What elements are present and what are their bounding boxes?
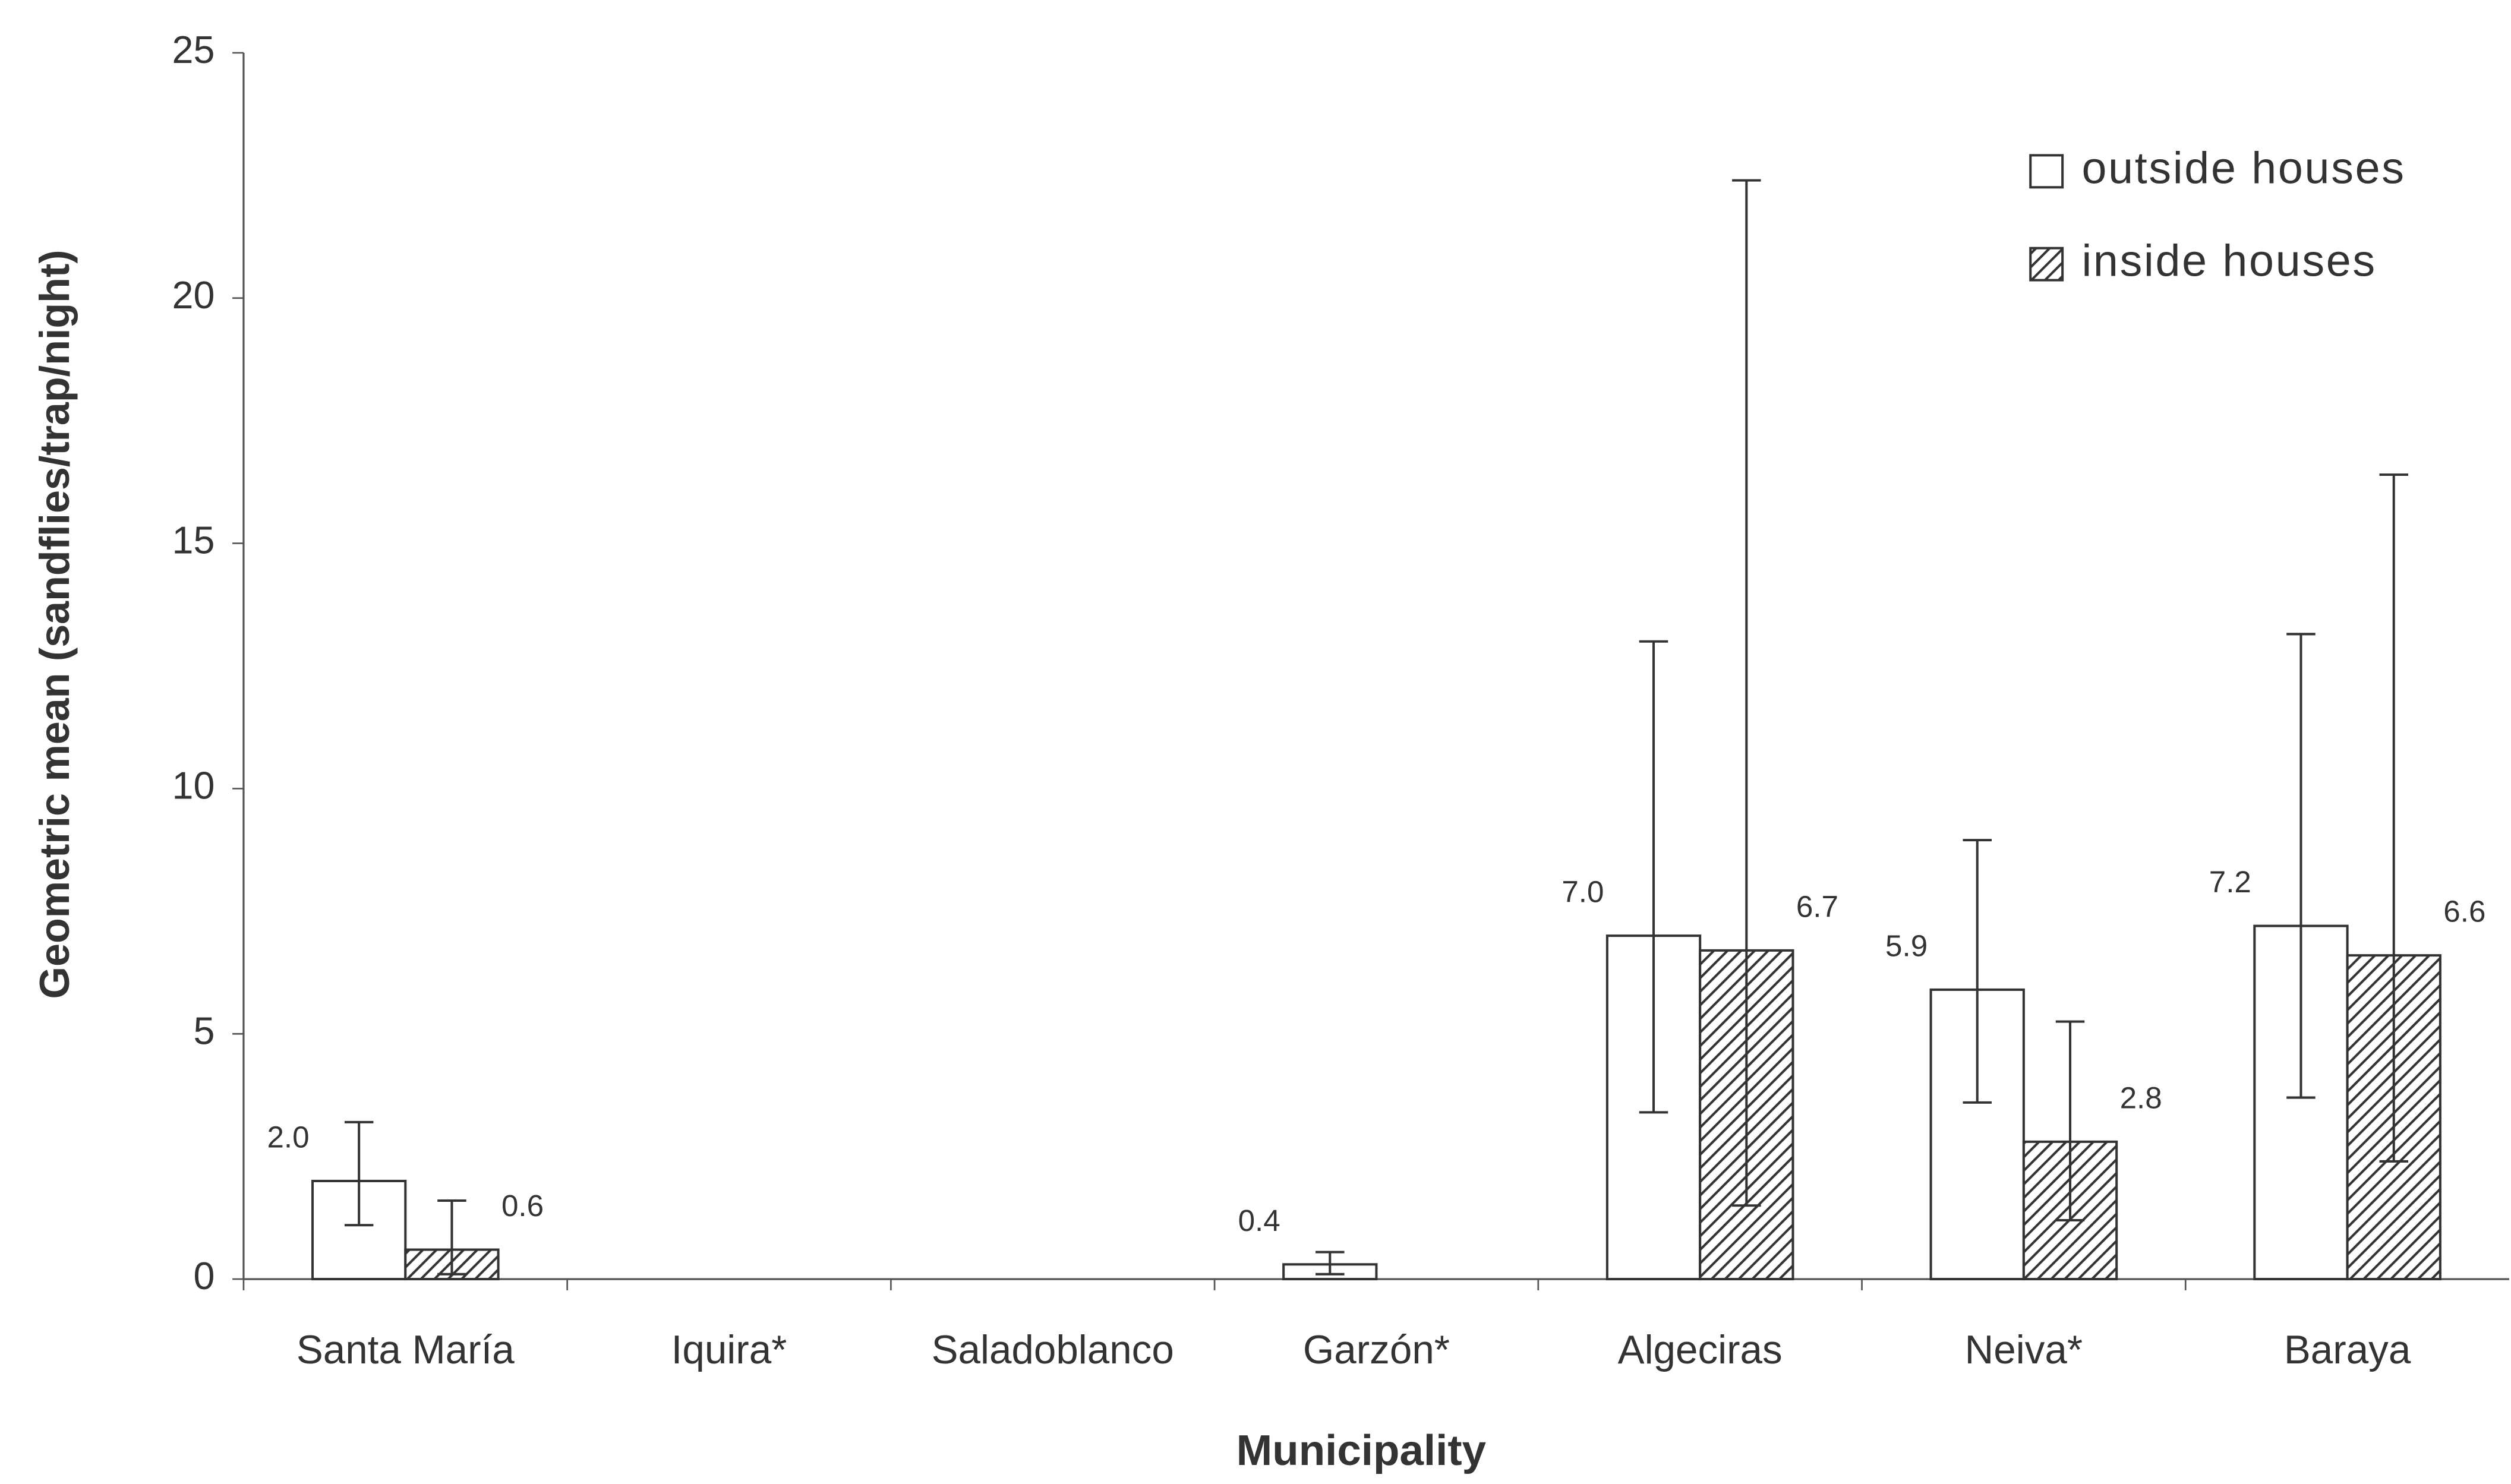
x-tick-label: Saladoblanco [932,1328,1174,1372]
value-label: 7.0 [1562,875,1604,909]
legend-swatch [2029,247,2064,282]
y-tick-label: 5 [193,1009,214,1052]
value-label: 0.6 [501,1189,544,1223]
value-label: 2.0 [267,1120,309,1154]
y-axis-title: Geometric mean (sandflies/trap/night) [31,250,78,999]
legend-label: outside houses [2081,143,2405,192]
legend-label: inside houses [2081,236,2376,286]
legend-swatch [2029,154,2064,189]
x-tick-label: Baraya [2284,1328,2411,1372]
x-tick-label: Iquira* [671,1328,787,1372]
y-tick-label: 20 [172,273,215,317]
value-label: 0.4 [1238,1204,1280,1237]
y-tick-label: 25 [172,28,215,71]
x-tick-label: Neiva* [1965,1328,2083,1372]
value-label: 5.9 [1885,929,1928,962]
y-tick-label: 0 [193,1254,214,1297]
x-axis-title: Municipality [1236,1426,1487,1474]
y-tick-label: 15 [172,519,215,562]
x-tick-label: Santa María [296,1328,515,1372]
value-label: 7.2 [2209,865,2251,899]
value-label: 6.7 [1796,889,1838,923]
x-tick-label: Garzón* [1303,1328,1450,1372]
value-label: 6.6 [2443,895,2485,929]
x-tick-label: Algeciras [1618,1328,1783,1372]
value-label: 2.8 [2120,1081,2162,1114]
y-tick-label: 10 [172,763,215,807]
